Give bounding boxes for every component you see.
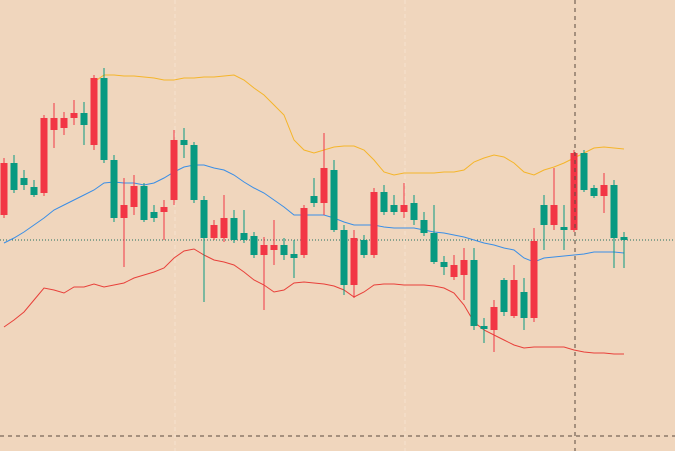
candle-body: [610, 185, 618, 238]
candle-body: [100, 78, 108, 160]
candle-body: [590, 188, 598, 196]
candle-body: [190, 145, 198, 200]
plot: [0, 68, 675, 355]
candle-body: [520, 292, 528, 318]
candle-body: [310, 196, 318, 203]
candle-body: [290, 254, 298, 258]
candle-body: [560, 227, 568, 230]
candle-body: [280, 245, 288, 255]
band-line: [3, 164, 625, 263]
candle-body: [220, 218, 228, 238]
candle-body: [260, 245, 268, 255]
candle-body: [240, 233, 248, 240]
candle-body: [460, 260, 468, 275]
candle-body: [210, 225, 218, 238]
candle-body: [120, 205, 128, 218]
candle-body: [50, 118, 58, 130]
candle-body: [320, 168, 328, 203]
band-line: [3, 248, 624, 355]
candle-body: [30, 187, 38, 195]
candle-body: [470, 260, 478, 326]
candle-body: [550, 205, 558, 225]
candle-body: [110, 160, 118, 218]
candle-body: [230, 218, 238, 240]
candle-body: [140, 186, 148, 220]
candle-body: [150, 212, 158, 218]
candle-body: [60, 118, 68, 128]
candle-body: [270, 245, 278, 250]
candle-body: [330, 170, 338, 230]
candle-body: [80, 113, 88, 125]
candle-body: [380, 192, 388, 212]
candle-body: [530, 241, 538, 318]
candle-body: [360, 240, 368, 255]
candle-body: [250, 236, 258, 255]
candle-body: [600, 185, 608, 196]
candle-body: [10, 163, 18, 190]
band-line: [93, 74, 625, 176]
candle-body: [540, 205, 548, 225]
candle-body: [170, 140, 178, 200]
candle-body: [620, 237, 628, 240]
candle-body: [350, 238, 358, 285]
candle-body: [70, 113, 78, 118]
candle-body: [440, 262, 448, 267]
candle-body: [340, 230, 348, 285]
candle-body: [390, 205, 398, 212]
candle-body: [160, 207, 168, 212]
candle-body: [450, 265, 458, 277]
candle-body: [370, 192, 378, 255]
candle-body: [510, 280, 518, 316]
candle-body: [90, 78, 98, 145]
candle-body: [580, 153, 588, 190]
candle-body: [420, 220, 428, 233]
candle-body: [40, 118, 48, 193]
candle-body: [130, 186, 138, 207]
candle-body: [0, 163, 8, 215]
candle-body: [20, 178, 28, 185]
candle-body: [410, 203, 418, 220]
candle-body: [490, 307, 498, 330]
candle-body: [480, 326, 488, 329]
candle-body: [570, 153, 578, 230]
candle-body: [300, 208, 308, 255]
candle-body: [500, 280, 508, 312]
candle-body: [430, 233, 438, 262]
candle-body: [180, 140, 188, 145]
candle-body: [400, 205, 408, 212]
candle-body: [200, 200, 208, 238]
